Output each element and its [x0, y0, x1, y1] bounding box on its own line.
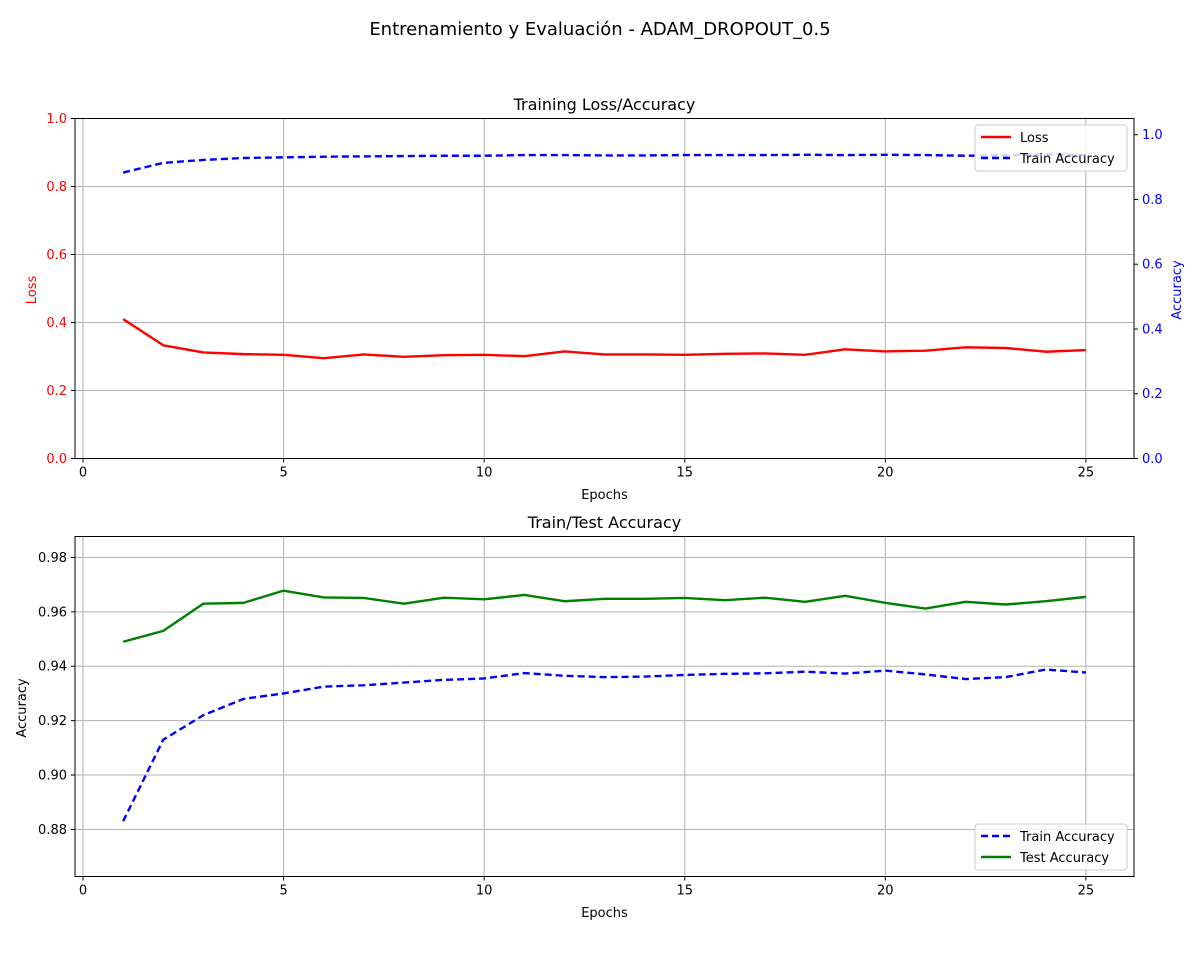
chart1-series [122, 153, 1086, 360]
y-tick-label: 0.94 [38, 660, 67, 675]
x-tick-label: 15 [676, 884, 693, 899]
x-tick-label: 15 [676, 466, 693, 481]
y-tick-label: 0.96 [38, 605, 67, 620]
y-tick-label: 0.4 [46, 316, 67, 331]
training-loss-accuracy-chart: Training Loss/Accuracy 0 5 10 15 20 25 0.0 0.2… [25, 95, 1185, 503]
y-tick-label: 0.98 [38, 551, 67, 566]
chart2-legend: Train Accuracy Test Accuracy [974, 823, 1128, 871]
chart2-legend-train-accuracy-label: Train Accuracy [1019, 830, 1115, 845]
x-tick-label: 10 [476, 466, 493, 481]
y2-tick-label: 0.6 [1142, 258, 1163, 273]
chart1-legend: Loss Train Accuracy [974, 124, 1128, 172]
x-tick-label: 10 [476, 884, 493, 899]
x-tick-label: 5 [279, 884, 287, 899]
series-line-loss [122, 318, 1086, 360]
x-tick-label: 20 [877, 884, 894, 899]
y-tick-label: 0.8 [46, 180, 67, 195]
y-tick-label: 0.6 [46, 248, 67, 263]
x-tick-label: 0 [79, 466, 87, 481]
chart2-ylabel: Accuracy [15, 678, 30, 738]
chart2-legend-test-accuracy-label: Test Accuracy [1019, 851, 1109, 866]
x-tick-label: 5 [279, 466, 287, 481]
y-tick-label: 0.0 [46, 452, 67, 467]
chart2-series [122, 589, 1086, 822]
chart1-legend-box [974, 124, 1128, 172]
y2-tick-label: 0.8 [1142, 193, 1163, 208]
x-tick-label: 25 [1078, 466, 1095, 481]
chart2-frame [74, 536, 1135, 877]
y2-tick-label: 0.4 [1142, 322, 1163, 337]
chart2-x-ticks: 0 5 10 15 20 25 [79, 876, 1095, 899]
chart2-title: Train/Test Accuracy [527, 513, 681, 532]
chart1-frame [74, 118, 1135, 459]
chart1-legend-train-accuracy-label: Train Accuracy [1019, 152, 1115, 167]
chart2-y-ticks: 0.88 0.90 0.92 0.94 0.96 0.98 [38, 551, 75, 838]
series-line-train-accuracy [122, 668, 1086, 822]
series-line-test-accuracy [122, 589, 1086, 643]
y-tick-label: 0.2 [46, 384, 67, 399]
y2-tick-label: 1.0 [1142, 128, 1163, 143]
y2-tick-label: 0.0 [1142, 452, 1163, 467]
chart1-y-ticks: 0.0 0.2 0.4 0.6 0.8 1.0 [46, 112, 75, 467]
chart1-title: Training Loss/Accuracy [513, 95, 696, 114]
y2-tick-label: 0.2 [1142, 387, 1163, 402]
y-tick-label: 0.88 [38, 823, 67, 838]
chart1-xlabel: Epochs [581, 488, 628, 503]
x-tick-label: 25 [1078, 884, 1095, 899]
chart1-y2-ticks: 0.0 0.2 0.4 0.6 0.8 1.0 [1134, 128, 1163, 467]
figure-title: Entrenamiento y Evaluación - ADAM_DROPOU… [369, 19, 830, 40]
chart1-legend-loss-label: Loss [1020, 131, 1049, 146]
train-test-accuracy-chart: Train/Test Accuracy 0 5 10 15 20 25 0.880.900… [15, 513, 1135, 921]
chart1-ylabel: Loss [25, 276, 40, 305]
chart1-x-ticks: 0 5 10 15 20 25 [79, 458, 1095, 481]
x-tick-label: 0 [79, 884, 87, 899]
y-tick-label: 0.92 [38, 714, 67, 729]
chart2-xlabel: Epochs [581, 906, 628, 921]
y-tick-label: 0.90 [38, 769, 67, 784]
series-line-train-accuracy [122, 153, 1086, 174]
chart2-legend-box [974, 823, 1128, 871]
y-tick-label: 1.0 [46, 112, 67, 127]
x-tick-label: 20 [877, 466, 894, 481]
chart1-y2label: Accuracy [1170, 260, 1185, 320]
chart2-grid [75, 536, 1134, 877]
